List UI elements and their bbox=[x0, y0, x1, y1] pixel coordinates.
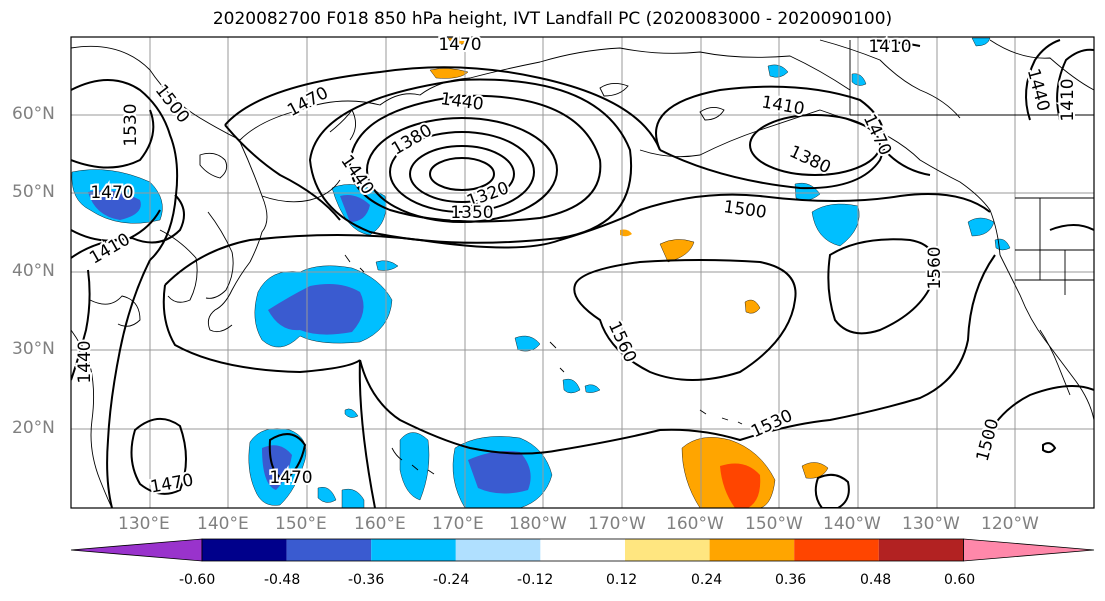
colorbar bbox=[70, 538, 1095, 562]
lat-label: 20°N bbox=[12, 418, 55, 438]
colorbar-tick: 0.36 bbox=[775, 572, 807, 588]
lon-label: 180°W bbox=[509, 514, 567, 534]
positive-shading-regions bbox=[429, 37, 829, 508]
contour-label: 1410 bbox=[1058, 78, 1078, 121]
map-title: 2020082700 F018 850 hPa height, IVT Land… bbox=[212, 9, 893, 29]
contour-label: 1410 bbox=[868, 37, 911, 57]
colorbar-tick: 0.24 bbox=[691, 572, 723, 588]
contour-label: 1350 bbox=[450, 203, 493, 223]
contour-label: 1560 bbox=[925, 246, 945, 289]
contour-label: 1470 bbox=[90, 183, 133, 203]
lon-label: 120°W bbox=[981, 514, 1039, 534]
lon-label: 150°E bbox=[275, 514, 327, 534]
lat-label: 60°N bbox=[12, 104, 55, 124]
colorbar-tick: -0.48 bbox=[264, 572, 301, 588]
contour-label: 1470 bbox=[438, 35, 481, 55]
lon-label: 160°W bbox=[666, 514, 724, 534]
colorbar-tick: 0.60 bbox=[944, 572, 976, 588]
colorbar-tick: -0.60 bbox=[179, 572, 216, 588]
lon-label: 130°E bbox=[118, 514, 170, 534]
lon-label: 130°W bbox=[902, 514, 960, 534]
height-contours bbox=[71, 39, 1094, 508]
lat-label: 40°N bbox=[12, 261, 55, 281]
colorbar-tick: 0.48 bbox=[860, 572, 892, 588]
lon-label: 170°E bbox=[432, 514, 484, 534]
lon-label: 170°W bbox=[588, 514, 646, 534]
colorbar-tick: -0.12 bbox=[517, 572, 554, 588]
lon-label: 160°E bbox=[354, 514, 406, 534]
lat-label: 50°N bbox=[12, 182, 55, 202]
lat-label: 30°N bbox=[12, 339, 55, 359]
colorbar-tick: -0.24 bbox=[433, 572, 470, 588]
lon-label: 150°W bbox=[745, 514, 803, 534]
colorbar-tick: -0.36 bbox=[348, 572, 385, 588]
contour-label: 1440 bbox=[75, 340, 95, 383]
colorbar-tick: 0.12 bbox=[606, 572, 638, 588]
lon-label: 140°W bbox=[823, 514, 881, 534]
lon-label: 140°E bbox=[197, 514, 249, 534]
contour-label: 1530 bbox=[121, 103, 141, 146]
contour-label: 1470 bbox=[269, 468, 312, 488]
